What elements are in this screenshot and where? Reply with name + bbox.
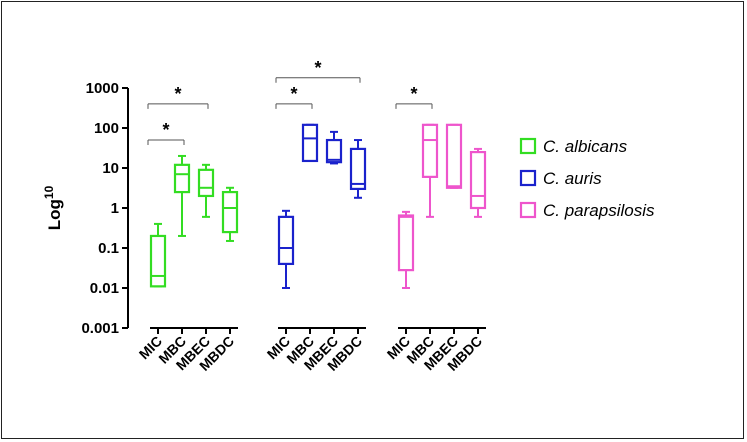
significance-star: * (410, 84, 417, 104)
y-axis-title-superscript: 10 (42, 185, 56, 199)
significance-star: * (290, 84, 297, 104)
significance-star: * (314, 58, 321, 78)
box (421, 123, 439, 178)
legend-swatch (519, 169, 537, 187)
y-tick-label: 0.001 (81, 320, 119, 337)
legend-label: C. parapsilosis (543, 201, 655, 220)
y-axis-title: Log10 (42, 185, 64, 230)
box (301, 123, 319, 163)
y-tick-label: 100 (94, 120, 119, 137)
y-tick-label: 10 (102, 160, 119, 177)
box (397, 214, 415, 272)
legend-swatch (519, 201, 537, 219)
y-tick-label: 0.1 (98, 240, 119, 257)
legend-swatch (519, 137, 537, 155)
box (221, 190, 239, 234)
box (173, 163, 191, 194)
y-tick-label: 1000 (86, 80, 119, 97)
y-axis-title-base: Log (45, 199, 64, 230)
box (325, 138, 343, 164)
box (445, 123, 463, 189)
box (197, 168, 215, 198)
box (349, 147, 367, 191)
significance-star: * (174, 84, 181, 104)
significance-star: * (162, 120, 169, 140)
legend: C. albicans C. auris C. parapsilosis (519, 137, 655, 220)
box (277, 215, 295, 266)
y-tick-label: 1 (111, 200, 119, 217)
legend-label: C. albicans (543, 137, 628, 156)
box (469, 150, 487, 210)
box (149, 234, 167, 288)
y-tick-label: 0.01 (90, 280, 119, 297)
legend-label: C. auris (543, 169, 602, 188)
